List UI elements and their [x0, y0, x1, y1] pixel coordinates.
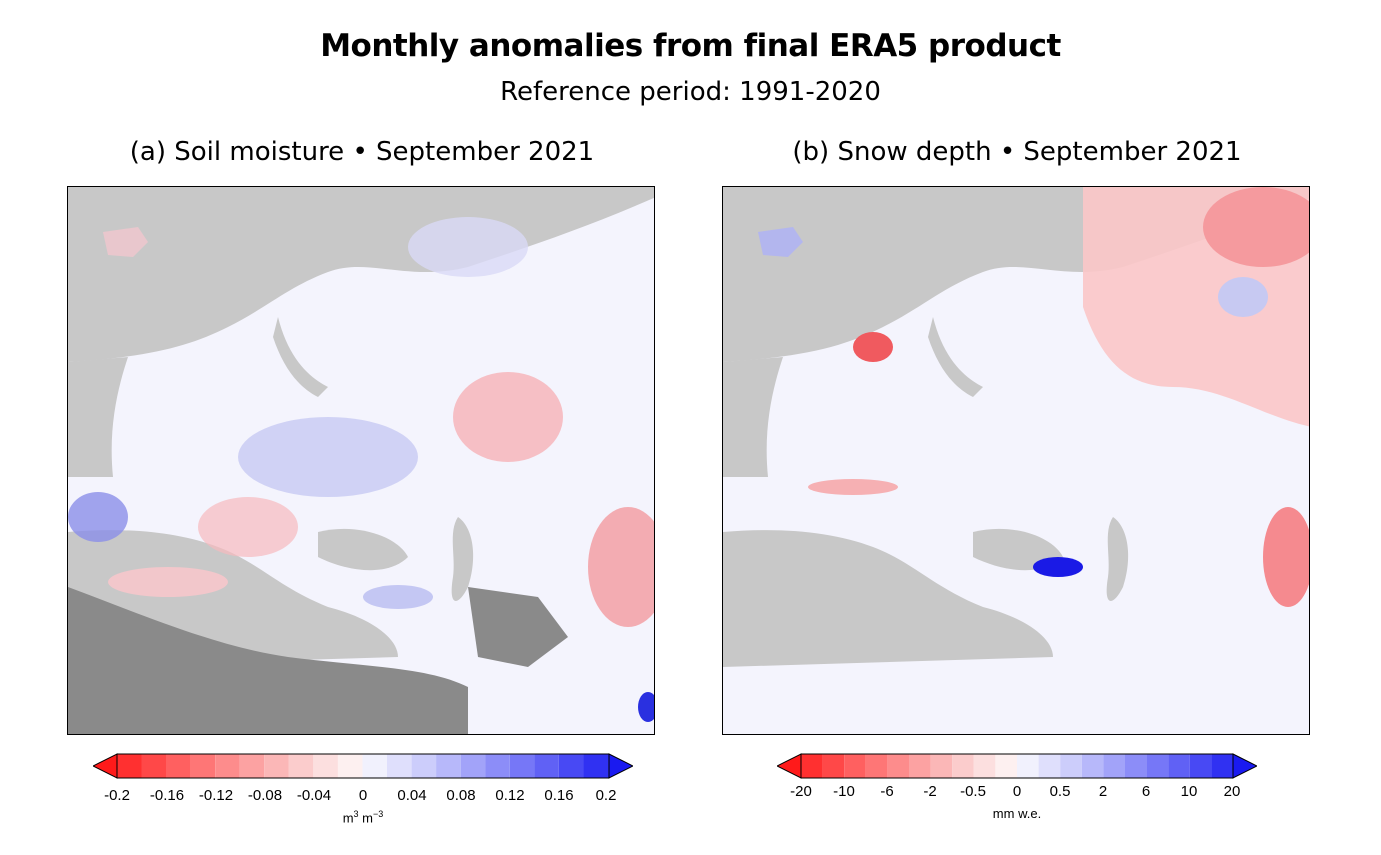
unit-base: m — [342, 810, 354, 826]
colorbar-b-tick: 6 — [1141, 783, 1151, 800]
colorbar-b-tick: 0 — [1012, 783, 1022, 800]
colorbar-b-tick: 10 — [1180, 783, 1198, 800]
colorbar-b-tick: -0.5 — [960, 783, 986, 800]
colorbar-a-tick: -0.08 — [247, 787, 283, 804]
colorbar-a-tick: 0.08 — [446, 787, 476, 804]
main-title: Monthly anomalies from final ERA5 produc… — [320, 28, 1061, 64]
panel-a-title: (a) Soil moisture • September 2021 — [129, 137, 595, 167]
colorbar-a-tick: -0.12 — [198, 787, 234, 804]
colorbar-b-tick: 2 — [1098, 783, 1108, 800]
colorbar-a-tick: -0.04 — [296, 787, 332, 804]
colorbar-a-tick: 0 — [358, 787, 368, 804]
panel-b-title: (b) Snow depth • September 2021 — [792, 137, 1242, 167]
snow-depth-colorbar — [775, 753, 1259, 779]
colorbar-b-tick: -2 — [923, 783, 937, 800]
colorbar-a-tick: 0.12 — [495, 787, 525, 804]
unit-mid: m — [358, 810, 374, 826]
colorbar-b-tick: -6 — [880, 783, 894, 800]
unit-sup2: −3 — [373, 809, 384, 819]
colorbar-a-tick: 0.04 — [397, 787, 427, 804]
snow-depth-map — [722, 186, 1310, 735]
unit-sup1: 3 — [353, 809, 359, 819]
soil-moisture-colorbar — [91, 753, 635, 779]
colorbar-a-tick: -0.16 — [149, 787, 185, 804]
colorbar-a-tick: 0.2 — [595, 787, 617, 804]
colorbar-b-tick: 20 — [1223, 783, 1241, 800]
colorbar-b-tick: 0.5 — [1049, 783, 1071, 800]
colorbar-b-unit: mm w.e. — [992, 806, 1042, 821]
colorbar-b-tick: -20 — [790, 783, 812, 800]
subtitle: Reference period: 1991-2020 — [500, 77, 881, 107]
colorbar-a-tick: 0.16 — [544, 787, 574, 804]
colorbar-a-unit: m3 m−3 — [343, 809, 384, 825]
colorbar-b-tick: -10 — [833, 783, 855, 800]
colorbar-a-tick: -0.2 — [104, 787, 130, 804]
soil-moisture-map — [67, 186, 655, 735]
